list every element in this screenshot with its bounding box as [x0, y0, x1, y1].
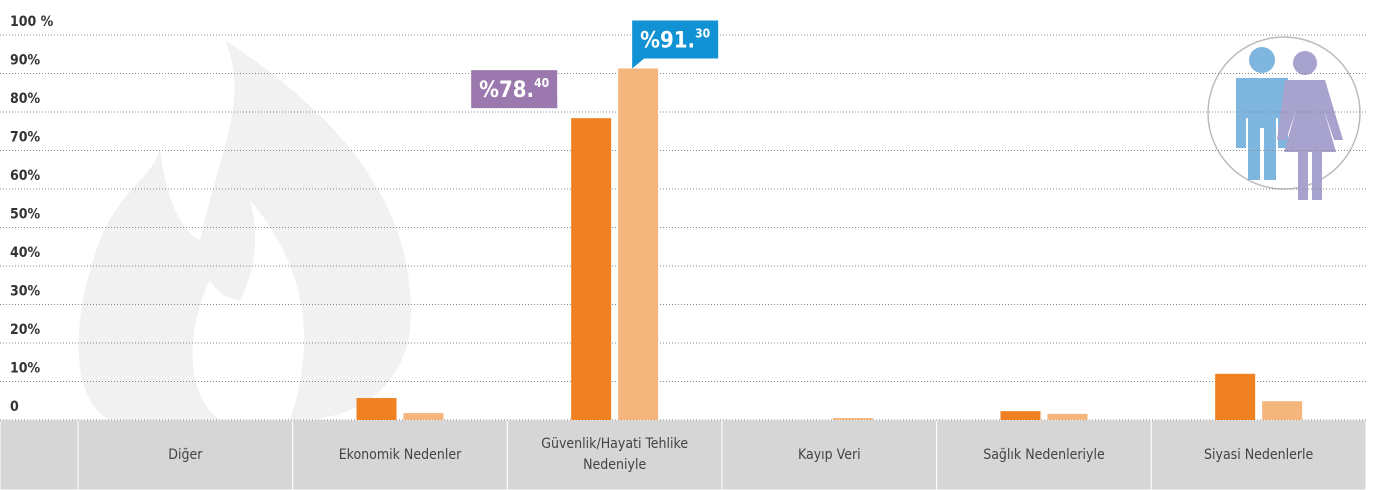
- page: DiğerEkonomik NedenlerGüvenlik/Hayati Te…: [0, 0, 1376, 490]
- value-label-pointer: [632, 58, 644, 68]
- x-tick-label: Siyasi Nedenlerle: [1204, 447, 1314, 463]
- bar: [833, 418, 873, 420]
- y-tick-label: 20%: [10, 322, 41, 338]
- bar: [618, 68, 658, 420]
- bar: [404, 413, 444, 420]
- bar: [1001, 411, 1041, 420]
- y-tick-label: 0: [10, 399, 19, 415]
- table-cell: [0, 420, 78, 490]
- bar: [357, 398, 397, 420]
- y-tick-label: 10%: [10, 361, 41, 377]
- table-cell: [507, 420, 722, 490]
- y-tick-label: 60%: [10, 168, 41, 184]
- bar: [571, 118, 611, 420]
- y-tick-label: 30%: [10, 284, 41, 300]
- bar: [1048, 414, 1088, 420]
- bar: [1262, 401, 1302, 420]
- x-tick-label: Diğer: [168, 447, 203, 463]
- flame-watermark: [79, 40, 411, 420]
- y-tick-label: 100 %: [10, 14, 54, 30]
- bar: [1215, 374, 1255, 420]
- chart: DiğerEkonomik NedenlerGüvenlik/Hayati Te…: [0, 0, 1376, 490]
- y-tick-label: 90%: [10, 53, 41, 69]
- y-tick-label: 70%: [10, 130, 41, 146]
- x-tick-label: Sağlık Nedenleriyle: [983, 447, 1105, 463]
- y-tick-label: 50%: [10, 207, 41, 223]
- x-tick-label: Ekonomik Nedenler: [339, 447, 462, 463]
- x-tick-label: Kayıp Veri: [798, 447, 861, 463]
- y-tick-label: 80%: [10, 91, 41, 107]
- y-tick-label: 40%: [10, 245, 41, 261]
- people-icon: [1208, 37, 1360, 200]
